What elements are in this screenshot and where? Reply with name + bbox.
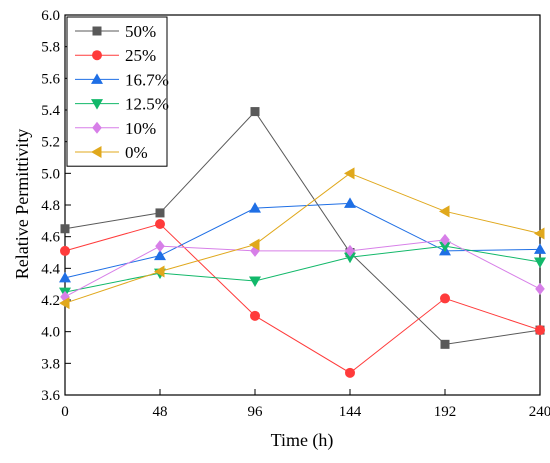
x-tick-label: 192 — [434, 404, 457, 420]
data-point — [440, 293, 450, 304]
data-point — [155, 208, 165, 218]
legend: 50% 25% 16.7% 12.5% 10% 0% — [66, 16, 169, 167]
data-point — [60, 245, 70, 256]
legend-label: 50% — [125, 22, 156, 41]
legend-box — [66, 16, 168, 167]
x-tick-label: 96 — [248, 404, 264, 420]
data-point — [440, 233, 450, 246]
series-line — [64, 223, 541, 374]
legend-marker — [91, 99, 103, 110]
series-line — [64, 172, 541, 304]
y-tick-label: 6.0 — [41, 8, 60, 24]
legend-item: 10% — [75, 119, 156, 138]
data-point — [344, 197, 356, 208]
legend-marker — [91, 146, 102, 158]
y-tick-label: 5.4 — [41, 103, 60, 119]
series-line — [64, 239, 541, 298]
data-point — [155, 240, 165, 253]
data-point — [345, 367, 355, 378]
x-tick-label: 0 — [61, 404, 69, 420]
legend-marker — [92, 50, 102, 61]
series-line — [64, 245, 541, 293]
data-point — [439, 241, 451, 253]
data-point — [250, 107, 260, 117]
x-axis-label: Time (h) — [271, 430, 334, 451]
data-point — [440, 339, 450, 349]
series-5 — [59, 167, 545, 310]
data-point — [250, 310, 260, 321]
y-tick-label: 4.4 — [41, 261, 60, 277]
data-point — [154, 265, 165, 278]
y-tick-label: 5.6 — [41, 71, 60, 87]
legend-label: 0% — [125, 143, 148, 162]
x-tick-label: 48 — [153, 404, 168, 420]
data-point — [344, 252, 356, 264]
data-point — [344, 167, 355, 180]
legend-marker — [92, 121, 102, 134]
x-tick-label: 144 — [339, 404, 362, 420]
y-tick-label: 5.2 — [41, 135, 60, 151]
legend-item: 0% — [75, 143, 148, 162]
series-line — [64, 110, 541, 345]
legend-label: 10% — [125, 119, 156, 138]
data-point — [439, 205, 450, 218]
data-point — [155, 219, 165, 229]
y-axis-label: Relative Permittivity — [12, 129, 32, 279]
series-4 — [60, 233, 545, 303]
y-tick-label: 5.8 — [41, 40, 60, 56]
data-point — [249, 276, 261, 287]
legend-label: 16.7% — [125, 70, 169, 89]
y-tick-label: 4.6 — [41, 230, 60, 246]
y-tick-label: 4.2 — [41, 293, 60, 309]
y-tick-label: 5.0 — [41, 166, 60, 182]
data-point — [60, 224, 70, 234]
legend-item: 16.7% — [75, 70, 169, 89]
legend-item: 50% — [75, 22, 156, 41]
data-point — [154, 249, 166, 261]
data-point — [249, 202, 261, 213]
x-tick-label: 240 — [529, 404, 550, 420]
axes: 0 48 96 144 192 240 3.6 3.8 4.0 4.2 4.4 4.6 4.8 5.0 5.… — [41, 8, 550, 420]
data-point — [535, 282, 545, 295]
data-point — [534, 243, 546, 254]
legend-marker — [91, 73, 103, 84]
y-tick-label: 3.8 — [41, 356, 60, 372]
data-point — [59, 297, 70, 310]
legend-label: 25% — [125, 46, 156, 65]
y-tick-label: 4.0 — [41, 325, 60, 341]
y-tick-label: 4.8 — [41, 198, 60, 214]
series-line — [64, 202, 541, 279]
data-point — [534, 227, 545, 240]
data-point — [535, 325, 545, 336]
series-layer — [59, 107, 546, 378]
legend-marker — [92, 26, 102, 36]
data-point — [59, 271, 71, 283]
legend-item: 25% — [75, 46, 156, 65]
data-point — [249, 238, 260, 251]
y-tick-label: 3.6 — [41, 388, 60, 404]
data-point — [345, 244, 355, 257]
series-1 — [60, 219, 545, 378]
data-point — [534, 257, 546, 268]
legend-item: 12.5% — [75, 95, 169, 114]
series-2 — [59, 197, 546, 283]
legend-label: 12.5% — [125, 95, 169, 114]
